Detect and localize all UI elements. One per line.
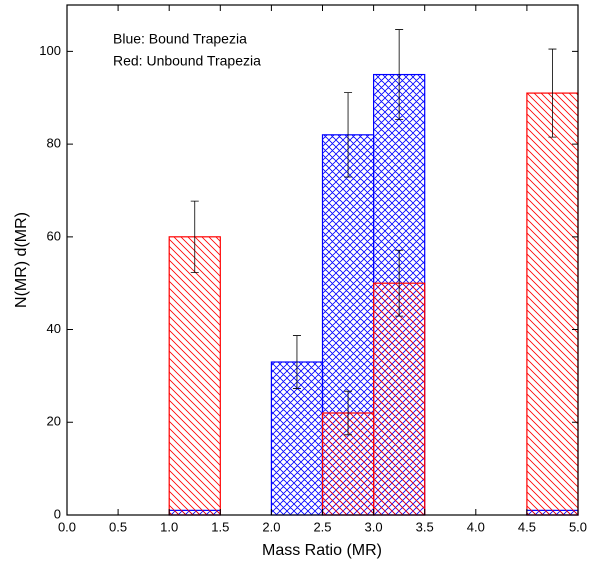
x-tick-label: 2.0 [262,519,280,534]
y-tick-label: 40 [47,321,61,336]
x-tick-label: 1.5 [211,519,229,534]
error-bar [292,335,301,389]
error-bar [548,48,557,138]
y-tick-label: 0 [54,506,61,521]
x-tick-label: 4.0 [467,519,485,534]
x-tick-label: 4.5 [518,519,536,534]
error-bar [190,200,199,273]
error-bar [344,390,353,436]
error-bar [395,249,404,317]
x-tick-label: 5.0 [569,519,587,534]
y-tick-label: 100 [39,43,61,58]
x-tick-label: 0.5 [109,519,127,534]
y-axis-label: N(MR) d(MR) [13,212,30,308]
x-axis-label: Mass Ratio (MR) [262,542,382,559]
annotation: Red: Unbound Trapezia [113,53,261,69]
error-bar [395,29,404,120]
x-tick-label: 2.5 [313,519,331,534]
bar [168,236,221,516]
x-tick-label: 3.5 [416,519,434,534]
x-tick-label: 0.0 [58,519,76,534]
y-tick-label: 80 [47,136,61,151]
x-tick-label: 3.0 [365,519,383,534]
y-tick-label: 20 [47,414,61,429]
bar [373,282,426,516]
x-tick-label: 1.0 [160,519,178,534]
annotation: Blue: Bound Trapezia [113,31,247,47]
bar [526,92,579,516]
y-tick-label: 60 [47,228,61,243]
error-bar [344,92,353,178]
